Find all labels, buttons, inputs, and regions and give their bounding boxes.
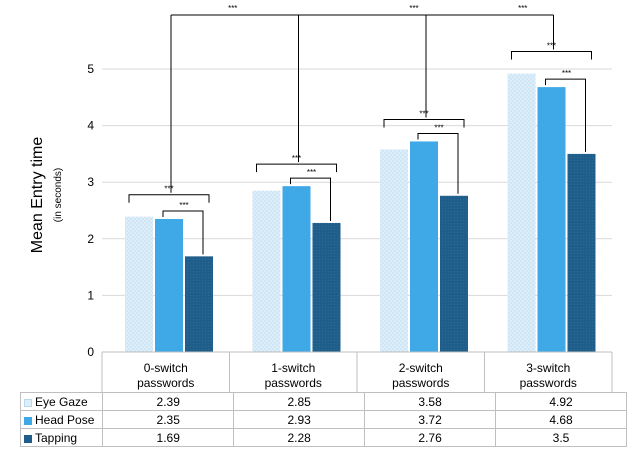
significance-bracket-outer: [128, 194, 210, 203]
y-tick-label: 0: [87, 345, 94, 359]
significance-label: ***: [292, 154, 301, 163]
head-pose-swatch: [24, 416, 32, 425]
x-tick-label: passwords: [520, 376, 577, 390]
table-cell: 4.68: [495, 410, 627, 429]
significance-label: ***: [164, 185, 173, 194]
bar-head-pose: [410, 141, 438, 352]
y-tick-label: 4: [87, 119, 94, 133]
legend-label-eye-gaze: Eye Gaze: [35, 394, 88, 409]
x-tick-label: 2-switch: [399, 361, 443, 375]
bar-tapping: [185, 256, 213, 352]
y-axis-label: Mean Entry time: [29, 137, 46, 254]
y-tick-label: 2: [87, 232, 94, 246]
significance-label: ***: [434, 123, 443, 132]
significance-label: ***: [518, 4, 527, 13]
bar-tapping: [440, 195, 468, 352]
legend-tapping: Tapping: [19, 428, 104, 447]
bar-eye-gaze: [380, 149, 408, 352]
table-cell: 2.85: [233, 392, 366, 411]
legend-eye-gaze: Eye Gaze: [19, 392, 104, 411]
bar-head-pose: [155, 218, 183, 352]
y-axis-sublabel: (in seconds): [53, 168, 64, 222]
significance-label: ***: [228, 4, 237, 13]
x-tick-label: passwords: [265, 376, 322, 390]
table-cell: 2.76: [364, 428, 497, 447]
y-tick-label: 5: [87, 62, 94, 76]
significance-bracket-inner: [162, 210, 204, 255]
y-tick-label: 3: [87, 175, 94, 189]
table-cell: 1.69: [102, 428, 235, 447]
significance-label: ***: [409, 4, 418, 13]
significance-bracket-outer: [256, 163, 337, 173]
x-tick-label: 0-switch: [144, 361, 188, 375]
x-tick-label: 3-switch: [526, 361, 570, 375]
table-cell: 2.28: [233, 428, 366, 447]
significance-bracket-outer: [383, 118, 465, 128]
legend-head-pose: Head Pose: [19, 410, 104, 429]
bar-eye-gaze: [507, 73, 536, 352]
table-cell: 3.5: [495, 428, 627, 447]
data-table-row-tapping: Tapping 1.69 2.28 2.76 3.5: [19, 428, 627, 447]
table-cell: 2.35: [102, 410, 235, 429]
x-tick-label: passwords: [392, 376, 449, 390]
significance-bracket-inner: [290, 177, 331, 221]
table-cell: 3.58: [364, 392, 497, 411]
significance-label: ***: [179, 201, 188, 210]
bar-head-pose: [282, 186, 311, 352]
legend-label-head-pose: Head Pose: [35, 412, 95, 427]
y-tick-label: 1: [87, 288, 94, 302]
table-cell: 3.72: [364, 410, 497, 429]
data-table-row-eye-gaze: Eye Gaze 2.39 2.85 3.58 4.92: [19, 392, 627, 411]
x-tick-label: passwords: [137, 376, 194, 390]
eye-gaze-swatch: [24, 398, 32, 407]
bar-tapping: [567, 153, 596, 352]
bar-eye-gaze: [125, 216, 153, 352]
significance-bracket-inner: [417, 132, 459, 194]
x-tick-label: 1-switch: [271, 361, 315, 375]
tapping-swatch: [24, 434, 32, 443]
significance-label: ***: [547, 42, 556, 51]
significance-label: ***: [419, 109, 428, 118]
significance-bracket-inner: [545, 78, 586, 152]
significance-label: ***: [307, 168, 316, 177]
bar-tapping: [312, 222, 341, 352]
table-cell: 2.93: [233, 410, 366, 429]
data-table-row-head-pose: Head Pose 2.35 2.93 3.72 4.68: [19, 410, 627, 429]
significance-label: ***: [562, 69, 571, 78]
bar-eye-gaze: [252, 190, 281, 352]
data-table: Eye Gaze 2.39 2.85 3.58 4.92 Head Pose 2…: [19, 392, 627, 447]
legend-label-tapping: Tapping: [35, 430, 78, 445]
table-cell: 4.92: [495, 392, 627, 411]
bar-head-pose: [537, 87, 566, 352]
table-cell: 2.39: [102, 392, 235, 411]
significance-bracket-outer: [511, 51, 592, 60]
